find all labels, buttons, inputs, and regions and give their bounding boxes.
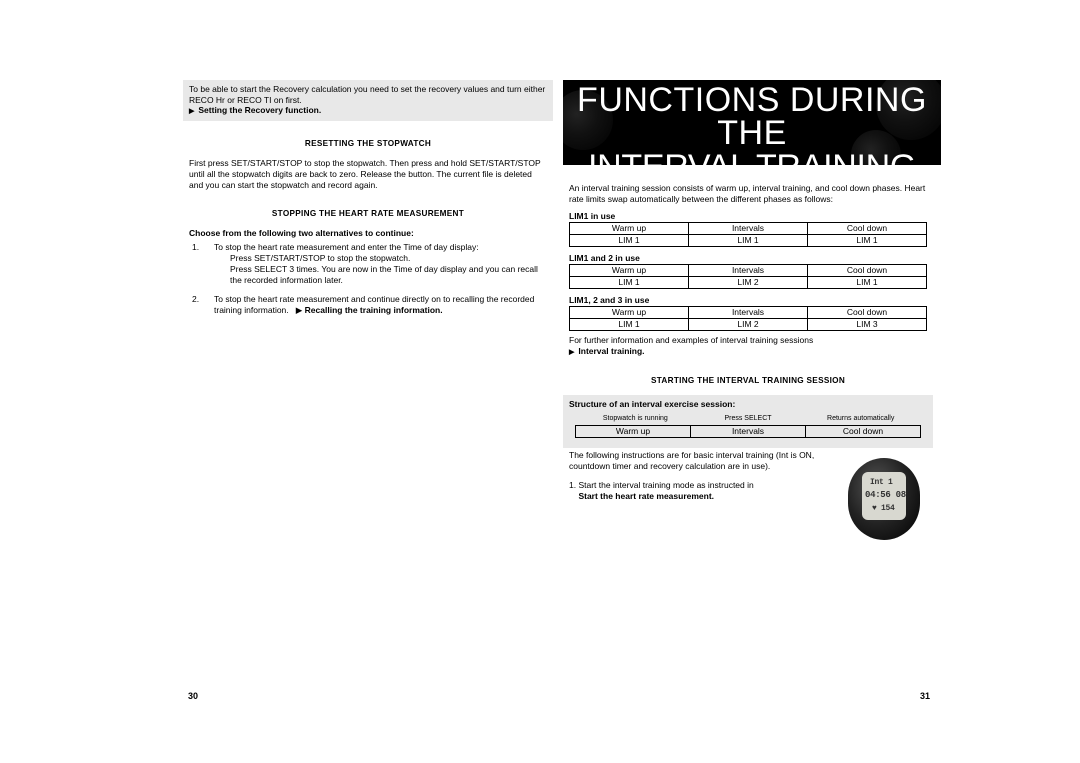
structure-box: Structure of an interval exercise sessio… (563, 395, 933, 448)
list-num: 1. (203, 242, 214, 253)
table-row: LIM 1LIM 2LIM 3 (570, 319, 927, 331)
table-label: LIM1, 2 and 3 in use (563, 295, 933, 305)
list-item: 2.To stop the heart rate measurement and… (203, 294, 547, 316)
table-row: Warm upIntervalsCool down (570, 223, 927, 235)
list-sub: Press SELECT 3 times. You are now in the… (214, 264, 547, 286)
watch-display-bot: ♥ 154 (872, 504, 895, 513)
structure-table: Warm up Intervals Cool down (575, 425, 921, 438)
lim1-table: Warm upIntervalsCool down LIM 1LIM 1LIM … (569, 222, 927, 247)
watch-illustration: Int 1 04:56 08 ♥ 154 (842, 450, 927, 550)
recall-link: Recalling the training information. (305, 305, 443, 315)
instructions-text: The following instructions are for basic… (569, 450, 834, 502)
table-row: LIM 1LIM 1LIM 1 (570, 235, 927, 247)
structure-label: Structure of an interval exercise sessio… (569, 399, 927, 410)
left-page: To be able to start the Recovery calcula… (183, 80, 553, 324)
starting-heading: STARTING THE INTERVAL TRAINING SESSION (563, 376, 933, 385)
recovery-note: To be able to start the Recovery calcula… (189, 84, 545, 105)
section-banner: FUNCTIONS DURING THE INTERVAL TRAINING M… (563, 80, 941, 165)
stopping-heading: STOPPING THE HEART RATE MEASUREMENT (183, 209, 553, 218)
interval-training-link: Interval training. (569, 346, 645, 356)
table-row: Warm up Intervals Cool down (576, 425, 921, 437)
list-num: 2. (203, 294, 214, 305)
triangle-icon: ▶ (291, 305, 302, 315)
structure-labels: Stopwatch is running Press SELECT Return… (575, 415, 921, 424)
start-hr-link: Start the heart rate measurement. (578, 491, 714, 501)
table-row: Warm upIntervalsCool down (570, 307, 927, 319)
table-label: LIM1 in use (563, 211, 933, 221)
table-row: Warm upIntervalsCool down (570, 265, 927, 277)
resetting-heading: RESETTING THE STOPWATCH (183, 139, 553, 148)
right-page: FUNCTIONS DURING THE INTERVAL TRAINING M… (563, 80, 933, 550)
further-text: For further information and examples of … (563, 335, 933, 357)
watch-face: Int 1 04:56 08 ♥ 154 (862, 472, 906, 520)
following-text: The following instructions are for basic… (569, 450, 834, 472)
banner-text: FUNCTIONS DURING THE INTERVAL TRAINING M… (563, 84, 941, 165)
list-sub: Press SET/START/STOP to stop the stopwat… (214, 253, 547, 264)
stopping-sub: Choose from the following two alternativ… (183, 228, 553, 238)
banner-line-2: INTERVAL TRAINING MODE (563, 151, 941, 165)
watch-display-top: Int 1 (870, 478, 893, 487)
banner-line-1: FUNCTIONS DURING THE (563, 84, 941, 151)
page-number-right: 31 (920, 691, 930, 701)
step-1: 1. Start the interval training mode as i… (569, 480, 834, 502)
page-number-left: 30 (188, 691, 198, 701)
lim2-table: Warm upIntervalsCool down LIM 1LIM 2LIM … (569, 264, 927, 289)
instructions-row: The following instructions are for basic… (563, 450, 933, 550)
intro-text: An interval training session consists of… (563, 183, 933, 205)
watch-display-mid: 04:56 08 (865, 490, 906, 500)
recovery-note-box: To be able to start the Recovery calcula… (183, 80, 553, 121)
resetting-body: First press SET/START/STOP to stop the s… (183, 158, 553, 191)
table-label: LIM1 and 2 in use (563, 253, 933, 263)
table-row: LIM 1LIM 2LIM 1 (570, 277, 927, 289)
recovery-link: Setting the Recovery function. (189, 105, 321, 115)
list-item: 1.To stop the heart rate measurement and… (203, 242, 547, 286)
structure-table-wrap: Stopwatch is running Press SELECT Return… (575, 415, 921, 437)
lim3-table: Warm upIntervalsCool down LIM 1LIM 2LIM … (569, 306, 927, 331)
stopping-list: 1.To stop the heart rate measurement and… (183, 242, 553, 316)
